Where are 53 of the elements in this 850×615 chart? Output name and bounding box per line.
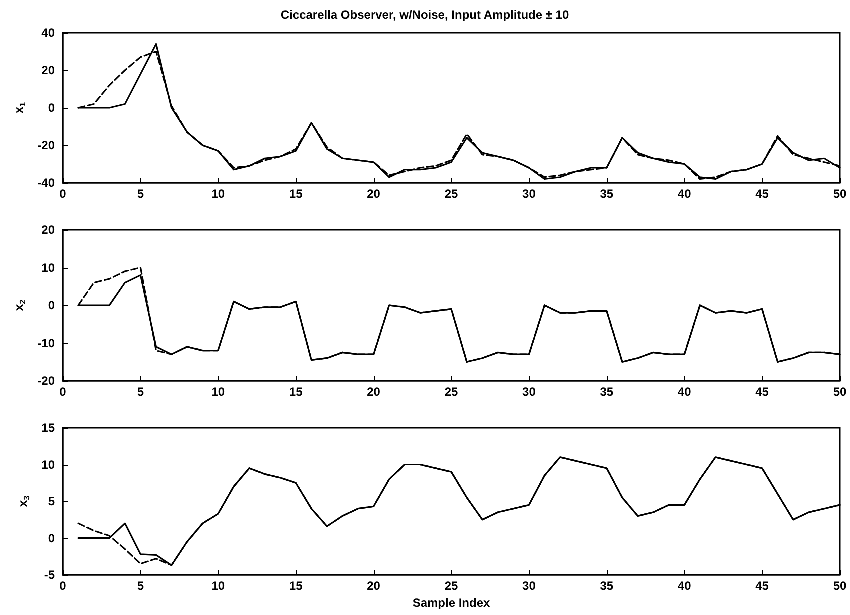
x-tick-label: 25: [444, 579, 458, 593]
x-tick-label: 40: [678, 187, 692, 201]
y-axis-title: x3: [16, 495, 32, 508]
x-tick-label: 35: [600, 187, 614, 201]
y-tick-label: 15: [42, 421, 56, 435]
x-tick-label: 50: [833, 385, 847, 399]
x-tick-label: 30: [522, 385, 536, 399]
y-tick-label: -20: [38, 138, 56, 152]
y-tick-label: 0: [48, 531, 56, 546]
x-tick-label: 10: [212, 579, 226, 593]
chart-title: Ciccarella Observer, w/Noise, Input Amplitude ± 10: [280, 8, 570, 22]
x-tick-label: 25: [444, 187, 458, 201]
y-tick-label: 10: [42, 458, 56, 472]
x-tick-label: 15: [289, 579, 304, 593]
y-tick-label: -10: [38, 336, 56, 350]
x-tick-label: 25: [444, 385, 458, 399]
y-tick-label: 0: [48, 101, 56, 115]
y-tick-label: 0: [48, 298, 56, 312]
x-tick-label: 20: [367, 187, 381, 201]
y-tick-label: 5: [48, 494, 56, 508]
x-tick-label: 50: [833, 579, 847, 593]
x-tick-label: 45: [756, 385, 770, 399]
x-tick-label: 45: [756, 187, 770, 201]
x-tick-label: 20: [367, 579, 381, 593]
x-tick-label: 30: [522, 579, 536, 593]
x-tick-label: 50: [833, 187, 847, 201]
y-tick-label: 10: [42, 260, 56, 275]
x-axis-title: Sample Index: [412, 596, 490, 610]
y-axis-title: x2: [12, 299, 28, 312]
x-tick-label: 0: [60, 385, 67, 399]
x-tick-label: 5: [137, 385, 144, 399]
x-tick-label: 20: [367, 385, 381, 399]
x-tick-label: 15: [289, 187, 304, 201]
x-tick-label: 40: [678, 579, 692, 593]
y-tick-label: -20: [38, 374, 56, 388]
x-tick-label: 35: [600, 579, 614, 593]
x-tick-label: 0: [60, 579, 67, 593]
y-tick-label: -40: [38, 176, 56, 190]
x-tick-label: 45: [756, 579, 770, 593]
x-tick-label: 15: [289, 385, 304, 399]
x-tick-label: 30: [522, 187, 536, 201]
x-tick-label: 35: [600, 385, 614, 399]
x-tick-label: 5: [137, 579, 144, 593]
x-tick-label: 5: [137, 187, 144, 201]
x-tick-label: 0: [60, 187, 67, 201]
x-tick-label: 10: [212, 385, 226, 399]
y-axis-title: x1: [12, 102, 28, 114]
x-tick-label: 10: [212, 187, 226, 201]
y-tick-label: -5: [44, 568, 56, 582]
y-tick-label: 20: [42, 223, 56, 237]
x-tick-label: 40: [678, 385, 692, 399]
y-tick-label: 20: [42, 64, 56, 78]
y-tick-label: 40: [42, 26, 56, 40]
